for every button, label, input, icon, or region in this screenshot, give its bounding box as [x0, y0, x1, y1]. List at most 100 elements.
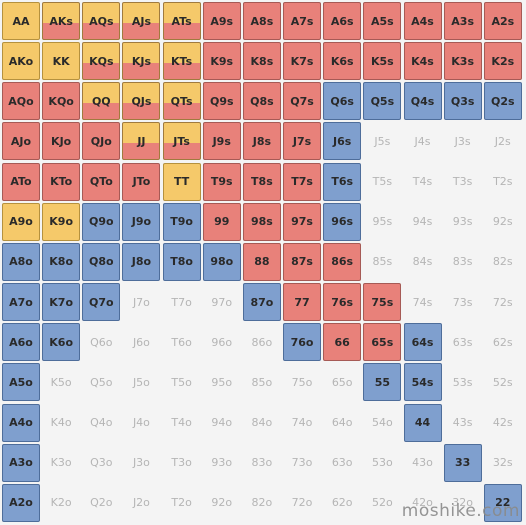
hand-cell-AA[interactable]: AA — [2, 2, 40, 40]
hand-cell-55[interactable]: 55 — [363, 363, 402, 402]
hand-cell-Q7o[interactable]: Q7o — [82, 283, 121, 322]
hand-cell-A6s[interactable]: A6s — [323, 2, 362, 40]
hand-cell-K6o[interactable]: K6o — [42, 323, 81, 362]
hand-cell-K8s[interactable]: K8s — [242, 42, 281, 81]
hand-cell-Q9o[interactable]: Q9o — [82, 202, 121, 241]
hand-cell-T8s[interactable]: T8s — [242, 162, 281, 201]
hand-cell-96s[interactable]: 96s — [323, 202, 362, 241]
hand-cell-QJo[interactable]: QJo — [82, 122, 121, 161]
hand-cell-J8s[interactable]: J8s — [242, 122, 281, 161]
hand-cell-54s[interactable]: 54s — [403, 363, 442, 402]
hand-cell-88[interactable]: 88 — [242, 242, 281, 281]
hand-cell-A6o[interactable]: A6o — [2, 323, 40, 362]
hand-cell-AKo[interactable]: AKo — [2, 42, 40, 81]
hand-cell-97s[interactable]: 97s — [283, 202, 322, 241]
hand-cell-AKs[interactable]: AKs — [42, 2, 81, 40]
hand-cell-92s: 92s — [492, 215, 513, 229]
hand-cell-ATo[interactable]: ATo — [2, 162, 40, 201]
hand-cell-TT[interactable]: TT — [162, 162, 201, 201]
hand-cell-AQo[interactable]: AQo — [2, 82, 40, 121]
hand-cell-A9s[interactable]: A9s — [202, 2, 241, 40]
hand-cell-K7o[interactable]: K7o — [42, 283, 81, 322]
hand-cell-Q8s[interactable]: Q8s — [242, 82, 281, 121]
hand-cell-T8o[interactable]: T8o — [162, 242, 201, 281]
hand-cell-Q9s[interactable]: Q9s — [202, 82, 241, 121]
hand-cell-A8o[interactable]: A8o — [2, 242, 40, 281]
hand-cell-KJs[interactable]: KJs — [122, 42, 161, 81]
hand-cell-A9o[interactable]: A9o — [2, 202, 40, 241]
hand-cell-99[interactable]: 99 — [202, 202, 241, 241]
hand-cell-22[interactable]: 22 — [483, 483, 522, 522]
hand-cell-K9s[interactable]: K9s — [202, 42, 241, 81]
hand-cell-K2s[interactable]: K2s — [483, 42, 522, 81]
hand-cell-98s[interactable]: 98s — [242, 202, 281, 241]
hand-cell-JJ[interactable]: JJ — [122, 122, 161, 161]
hand-cell-T9o[interactable]: T9o — [162, 202, 201, 241]
hand-cell-A3o[interactable]: A3o — [2, 443, 40, 482]
hand-cell-77[interactable]: 77 — [283, 283, 322, 322]
hand-cell-65s[interactable]: 65s — [363, 323, 402, 362]
hand-cell-44[interactable]: 44 — [403, 403, 442, 442]
hand-cell-QTo[interactable]: QTo — [82, 162, 121, 201]
hand-cell-QQ[interactable]: QQ — [82, 82, 121, 121]
hand-cell-75s[interactable]: 75s — [363, 283, 402, 322]
hand-cell-T6s[interactable]: T6s — [323, 162, 362, 201]
hand-cell-A3s[interactable]: A3s — [443, 2, 482, 40]
hand-cell-66[interactable]: 66 — [323, 323, 362, 362]
hand-cell-K3s[interactable]: K3s — [443, 42, 482, 81]
hand-cell-K9o[interactable]: K9o — [42, 202, 81, 241]
hand-cell-T9s[interactable]: T9s — [202, 162, 241, 201]
hand-cell-T2s: T2s — [493, 175, 513, 189]
hand-cell-J9o[interactable]: J9o — [122, 202, 161, 241]
hand-cell-A8s[interactable]: A8s — [242, 2, 281, 40]
hand-cell-J7s[interactable]: J7s — [283, 122, 322, 161]
hand-cell-J6s[interactable]: J6s — [323, 122, 362, 161]
hand-cell-Q2s[interactable]: Q2s — [483, 82, 522, 121]
hand-cell-Q7s[interactable]: Q7s — [283, 82, 322, 121]
hand-cell-87s[interactable]: 87s — [283, 242, 322, 281]
hand-cell-AJo[interactable]: AJo — [2, 122, 40, 161]
hand-cell-K4s[interactable]: K4s — [403, 42, 442, 81]
hand-cell-A5o[interactable]: A5o — [2, 363, 40, 402]
hand-cell-JTo[interactable]: JTo — [122, 162, 161, 201]
hand-cell-98o[interactable]: 98o — [202, 242, 241, 281]
hand-cell-A2s[interactable]: A2s — [483, 2, 522, 40]
hand-cell-K6s[interactable]: K6s — [323, 42, 362, 81]
hand-cell-J9s[interactable]: J9s — [202, 122, 241, 161]
hand-cell-QJs[interactable]: QJs — [122, 82, 161, 121]
hand-cell-KQs[interactable]: KQs — [82, 42, 121, 81]
hand-cell-Q4s[interactable]: Q4s — [403, 82, 442, 121]
hand-cell-A7o[interactable]: A7o — [2, 283, 40, 322]
hand-cell-76o[interactable]: 76o — [283, 323, 322, 362]
hand-cell-A4s[interactable]: A4s — [403, 2, 442, 40]
hand-cell-KTo[interactable]: KTo — [42, 162, 81, 201]
hand-cell-AJs[interactable]: AJs — [122, 2, 161, 40]
hand-cell-KK[interactable]: KK — [42, 42, 81, 81]
hand-cell-64s[interactable]: 64s — [403, 323, 442, 362]
hand-cell-97o: 97o — [211, 295, 233, 309]
hand-cell-76s[interactable]: 76s — [323, 283, 362, 322]
hand-cell-Q3s[interactable]: Q3s — [443, 82, 482, 121]
hand-cell-86s[interactable]: 86s — [323, 242, 362, 281]
hand-cell-A5s[interactable]: A5s — [363, 2, 402, 40]
hand-cell-33[interactable]: 33 — [443, 443, 482, 482]
hand-cell-KTs[interactable]: KTs — [162, 42, 201, 81]
hand-cell-ATs[interactable]: ATs — [162, 2, 201, 40]
hand-cell-K8o[interactable]: K8o — [42, 242, 81, 281]
hand-cell-Q8o[interactable]: Q8o — [82, 242, 121, 281]
hand-cell-A7s[interactable]: A7s — [283, 2, 322, 40]
hand-cell-JTs[interactable]: JTs — [162, 122, 201, 161]
hand-cell-KJo[interactable]: KJo — [42, 122, 81, 161]
hand-cell-T7s[interactable]: T7s — [283, 162, 322, 201]
hand-cell-KQo[interactable]: KQo — [42, 82, 81, 121]
hand-cell-QTs[interactable]: QTs — [162, 82, 201, 121]
hand-cell-Q5s[interactable]: Q5s — [363, 82, 402, 121]
hand-cell-Q6s[interactable]: Q6s — [323, 82, 362, 121]
hand-cell-87o[interactable]: 87o — [242, 283, 281, 322]
hand-cell-A2o[interactable]: A2o — [2, 483, 40, 522]
hand-cell-A4o[interactable]: A4o — [2, 403, 40, 442]
hand-cell-J8o[interactable]: J8o — [122, 242, 161, 281]
hand-cell-AQs[interactable]: AQs — [82, 2, 121, 40]
hand-cell-K5s[interactable]: K5s — [363, 42, 402, 81]
hand-cell-K7s[interactable]: K7s — [283, 42, 322, 81]
